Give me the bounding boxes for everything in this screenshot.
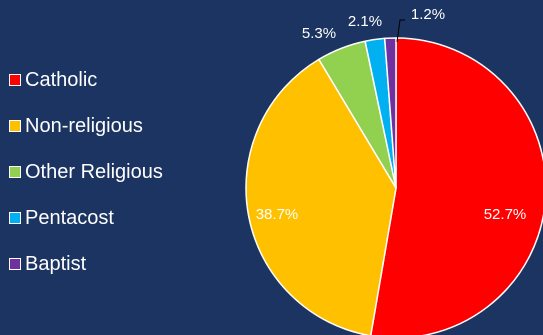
data-label-catholic: 52.7% <box>484 206 527 223</box>
legend-swatch-other-religious <box>9 166 21 178</box>
legend-label-baptist: Baptist <box>25 253 87 275</box>
pie-slice-baptist <box>383 37 397 189</box>
legend-label-pentacost: Pentacost <box>25 207 114 229</box>
pie-slice-non-religious <box>245 58 397 335</box>
legend-label-non-religious: Non-religious <box>25 115 143 137</box>
legend-swatch-non-religious <box>9 120 21 132</box>
legend-item-pentacost: Pentacost <box>9 205 219 231</box>
data-label-other-religious: 5.3% <box>302 25 336 42</box>
legend-item-non-religious: Non-religious <box>9 113 219 139</box>
legend-swatch-baptist <box>9 258 21 270</box>
data-label-baptist: 1.2% <box>411 6 445 23</box>
legend-swatch-pentacost <box>9 212 21 224</box>
legend-item-other-religious: Other Religious <box>9 159 219 185</box>
data-label-pentacost: 2.1% <box>348 13 382 30</box>
data-label-non-religious: 38.7% <box>256 206 299 223</box>
legend-label-catholic: Catholic <box>25 69 98 91</box>
legend-item-baptist: Baptist <box>9 251 219 277</box>
leader-line-baptist <box>396 19 405 43</box>
legend-label-other-religious: Other Religious <box>25 161 163 183</box>
legend-swatch-catholic <box>9 74 21 86</box>
legend-item-catholic: Catholic <box>9 67 219 93</box>
chart-legend: Catholic Non-religious Other Religious P… <box>9 67 219 297</box>
pie-slice-catholic <box>370 37 543 335</box>
